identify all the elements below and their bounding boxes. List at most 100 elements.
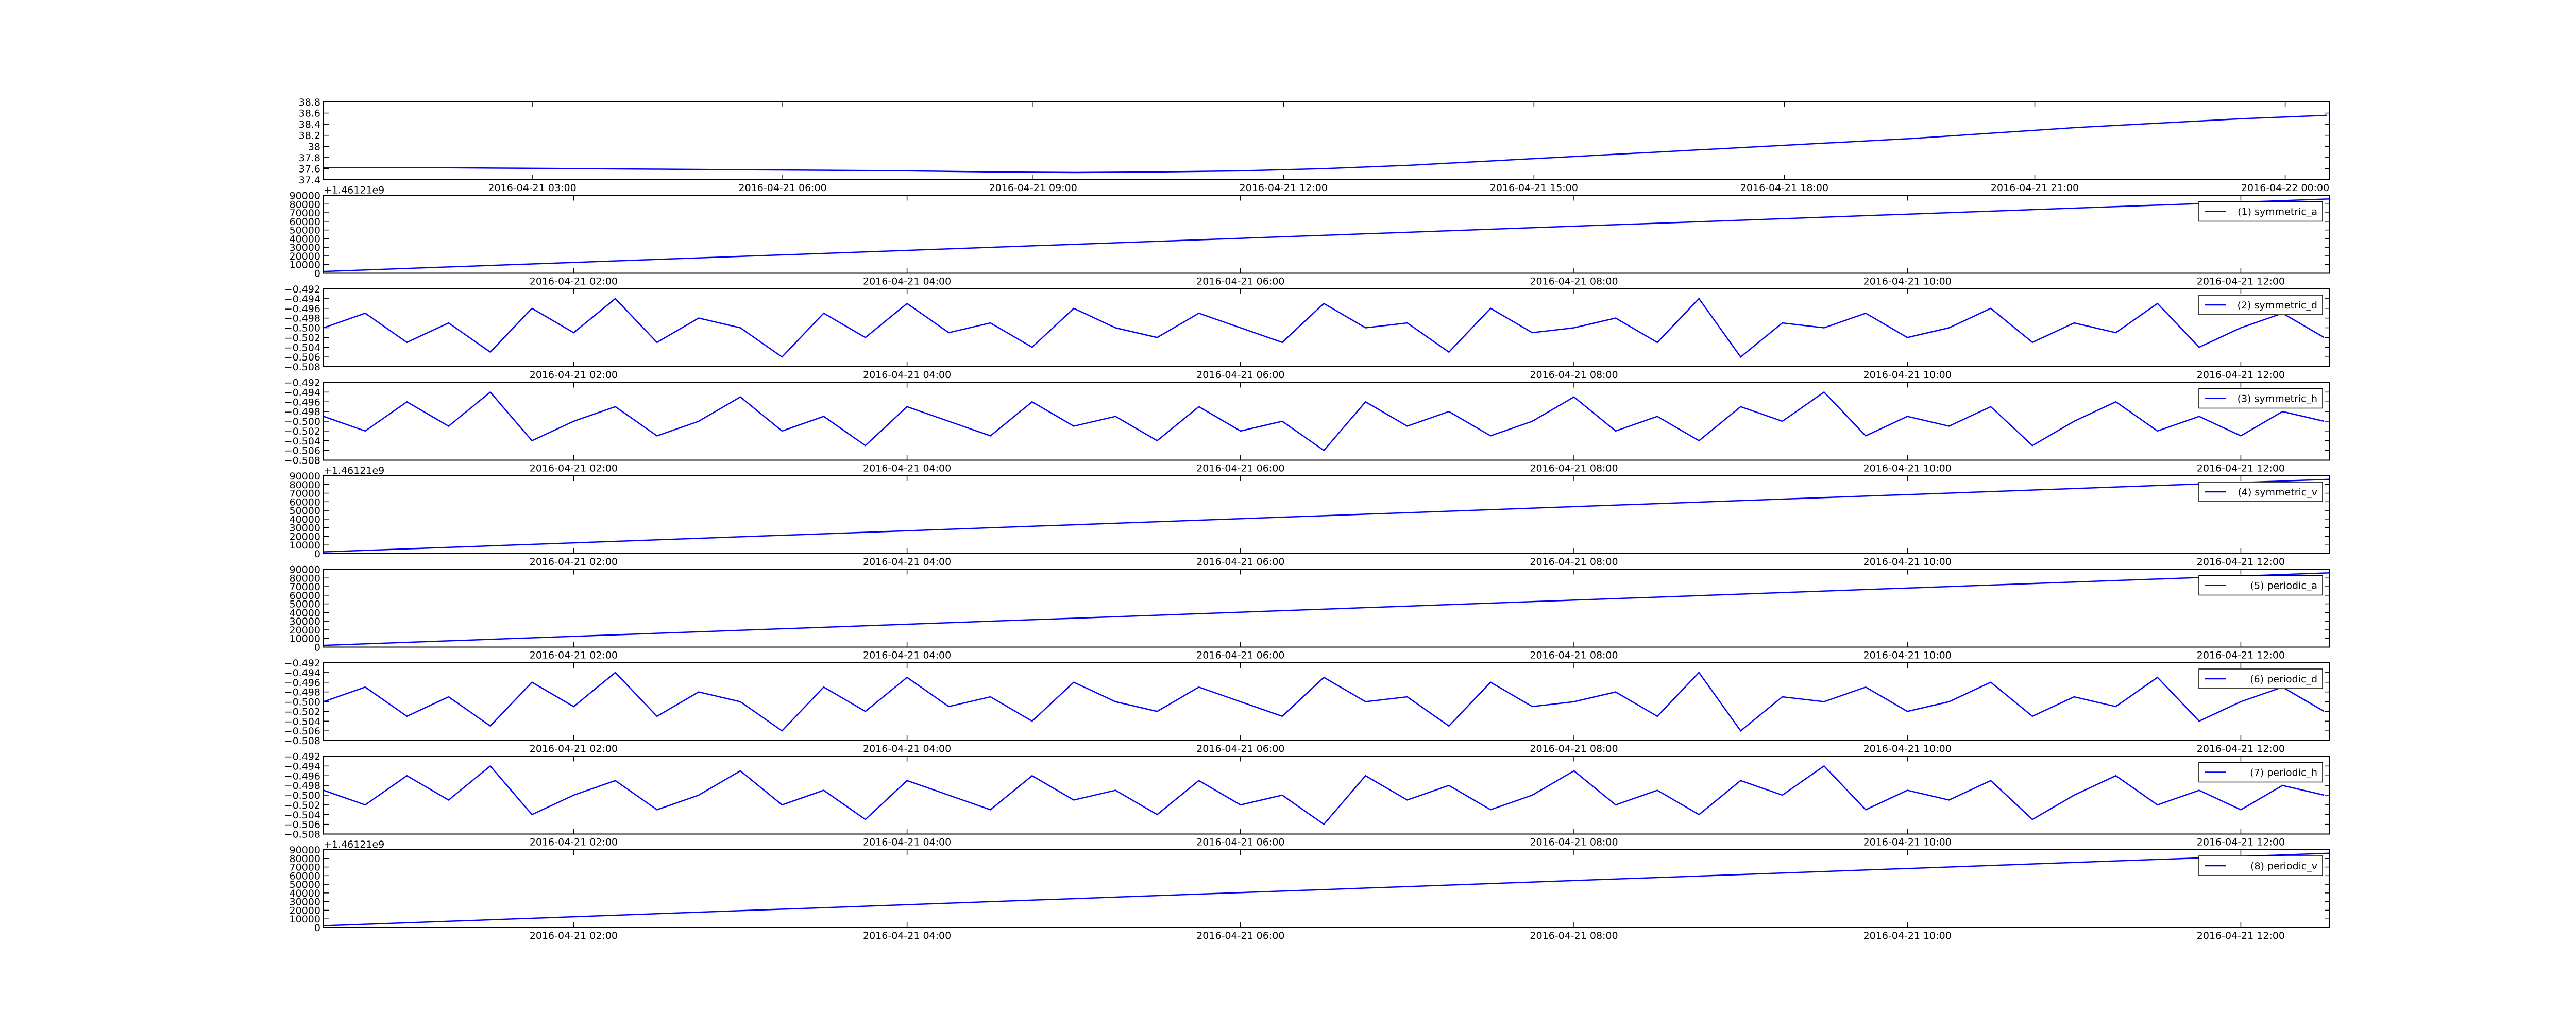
y-tick-label: 0 [314, 922, 320, 934]
y-tick-label: 20000 [290, 531, 320, 542]
subplot: −0.508−0.506−0.504−0.502−0.500−0.498−0.4… [284, 284, 2330, 381]
x-tick-label: 2016-04-21 10:00 [1863, 837, 1952, 848]
x-tick-label: 2016-04-21 10:00 [1863, 369, 1952, 381]
x-tick-label: 2016-04-21 12:00 [2197, 743, 2285, 754]
y-tick-label: −0.504 [284, 342, 320, 353]
y-tick-label: −0.492 [284, 751, 320, 763]
plot-frame [323, 195, 2330, 274]
y-tick-label: 10000 [290, 540, 320, 551]
x-tick-label: 2016-04-21 21:00 [1991, 182, 2079, 194]
y-tick-label: −0.502 [284, 426, 320, 437]
y-tick-label: 0 [314, 548, 320, 560]
plot-frame [323, 756, 2330, 835]
subplot: 0100002000030000400005000060000700008000… [290, 465, 2330, 568]
legend: (4) symmetric_v [2198, 482, 2323, 502]
x-tick-label: 2016-04-21 04:00 [863, 650, 951, 661]
y-tick-label: 20000 [290, 251, 320, 262]
y-tick-label: 20000 [290, 905, 320, 916]
y-tick-label: 40000 [290, 514, 320, 525]
subplot: 0100002000030000400005000060000700008000… [290, 839, 2330, 941]
y-tick-label: 50000 [290, 879, 320, 890]
x-tick-label: 2016-04-21 12:00 [2197, 930, 2285, 941]
y-tick-label: 0 [314, 268, 320, 280]
x-tick-label: 2016-04-21 06:00 [1196, 743, 1284, 754]
y-tick-label: 38.8 [299, 97, 320, 108]
y-tick-label: 38 [308, 141, 320, 152]
x-tick-label: 2016-04-21 12:00 [2197, 837, 2285, 848]
subplot: −0.508−0.506−0.504−0.502−0.500−0.498−0.4… [284, 751, 2330, 848]
y-tick-label: 90000 [290, 845, 320, 856]
x-tick-label: 2016-04-21 18:00 [1740, 182, 1828, 194]
y-tick-label: 70000 [290, 862, 320, 873]
y-tick-label: 70000 [290, 208, 320, 219]
y-tick-label: −0.502 [284, 706, 320, 717]
x-tick-label: 2016-04-21 08:00 [1530, 463, 1618, 474]
y-tick-label: 50000 [290, 505, 320, 517]
x-tick-label: 2016-04-21 04:00 [863, 463, 951, 474]
y-tick-label: 80000 [290, 853, 320, 865]
x-tick-label: 2016-04-21 10:00 [1863, 276, 1952, 287]
x-tick-label: 2016-04-21 12:00 [2197, 276, 2285, 287]
x-tick-label: 2016-04-21 10:00 [1863, 930, 1952, 941]
x-tick-label: 2016-04-21 03:00 [488, 182, 576, 194]
y-tick-label: −0.496 [284, 303, 320, 315]
y-tick-label: −0.492 [284, 377, 320, 389]
y-tick-label: 60000 [290, 590, 320, 602]
x-tick-label: 2016-04-21 06:00 [1196, 556, 1284, 568]
x-tick-label: 2016-04-21 02:00 [530, 556, 618, 568]
data-line [324, 572, 2330, 646]
y-tick-label: −0.494 [284, 294, 320, 305]
x-tick-label: 2016-04-21 02:00 [530, 743, 618, 754]
y-tick-label: 60000 [290, 870, 320, 882]
y-tick-label: −0.498 [284, 313, 320, 324]
y-tick-label: −0.500 [284, 697, 320, 708]
legend: (8) periodic_v [2198, 855, 2323, 876]
y-tick-label: −0.498 [284, 780, 320, 792]
x-tick-label: 2016-04-21 10:00 [1863, 463, 1952, 474]
y-tick-label: 50000 [290, 225, 320, 236]
y-tick-label: −0.494 [284, 667, 320, 679]
legend-label: (2) symmetric_d [2238, 300, 2317, 311]
y-tick-label: 90000 [290, 471, 320, 482]
x-tick-label: 2016-04-21 08:00 [1530, 556, 1618, 568]
y-tick-label: 38.6 [299, 108, 320, 119]
y-tick-label: 30000 [290, 616, 320, 627]
legend: (3) symmetric_h [2198, 388, 2323, 409]
y-tick-label: 20000 [290, 625, 320, 636]
plot-frame [323, 288, 2330, 367]
y-tick-label: 37.6 [299, 163, 320, 175]
y-tick-label: 90000 [290, 564, 320, 576]
x-tick-label: 2016-04-21 08:00 [1530, 650, 1618, 661]
y-tick-label: −0.496 [284, 397, 320, 408]
y-tick-label: −0.498 [284, 406, 320, 418]
x-tick-label: 2016-04-21 08:00 [1530, 837, 1618, 848]
plot-frame [323, 569, 2330, 648]
y-tick-label: −0.506 [284, 819, 320, 831]
x-tick-label: 2016-04-21 02:00 [530, 463, 618, 474]
y-tick-label: −0.492 [284, 658, 320, 669]
y-tick-label: −0.498 [284, 687, 320, 698]
y-tick-label: −0.508 [284, 362, 320, 373]
legend: (1) symmetric_a [2198, 201, 2323, 222]
y-tick-label: 60000 [290, 496, 320, 508]
y-tick-label: −0.508 [284, 735, 320, 747]
x-tick-label: 2016-04-21 10:00 [1863, 743, 1952, 754]
x-tick-label: 2016-04-21 04:00 [863, 276, 951, 287]
x-tick-label: 2016-04-21 04:00 [863, 743, 951, 754]
legend: (5) periodic_a [2198, 575, 2323, 596]
y-tick-label: −0.508 [284, 455, 320, 467]
plot-frame [323, 382, 2330, 461]
legend-label: (6) periodic_d [2250, 674, 2317, 685]
y-tick-label: 40000 [290, 607, 320, 619]
legend-box [2198, 295, 2323, 315]
y-tick-label: 0 [314, 642, 320, 654]
y-tick-label: −0.506 [284, 352, 320, 363]
y-tick-label: 37.4 [299, 175, 320, 186]
x-tick-label: 2016-04-21 12:00 [2197, 369, 2285, 381]
plot-frame [323, 662, 2330, 741]
y-tick-label: 60000 [290, 216, 320, 228]
legend: (7) periodic_h [2198, 762, 2323, 783]
subplot: −0.508−0.506−0.504−0.502−0.500−0.498−0.4… [284, 658, 2330, 754]
subplot: −0.508−0.506−0.504−0.502−0.500−0.498−0.4… [284, 377, 2330, 474]
